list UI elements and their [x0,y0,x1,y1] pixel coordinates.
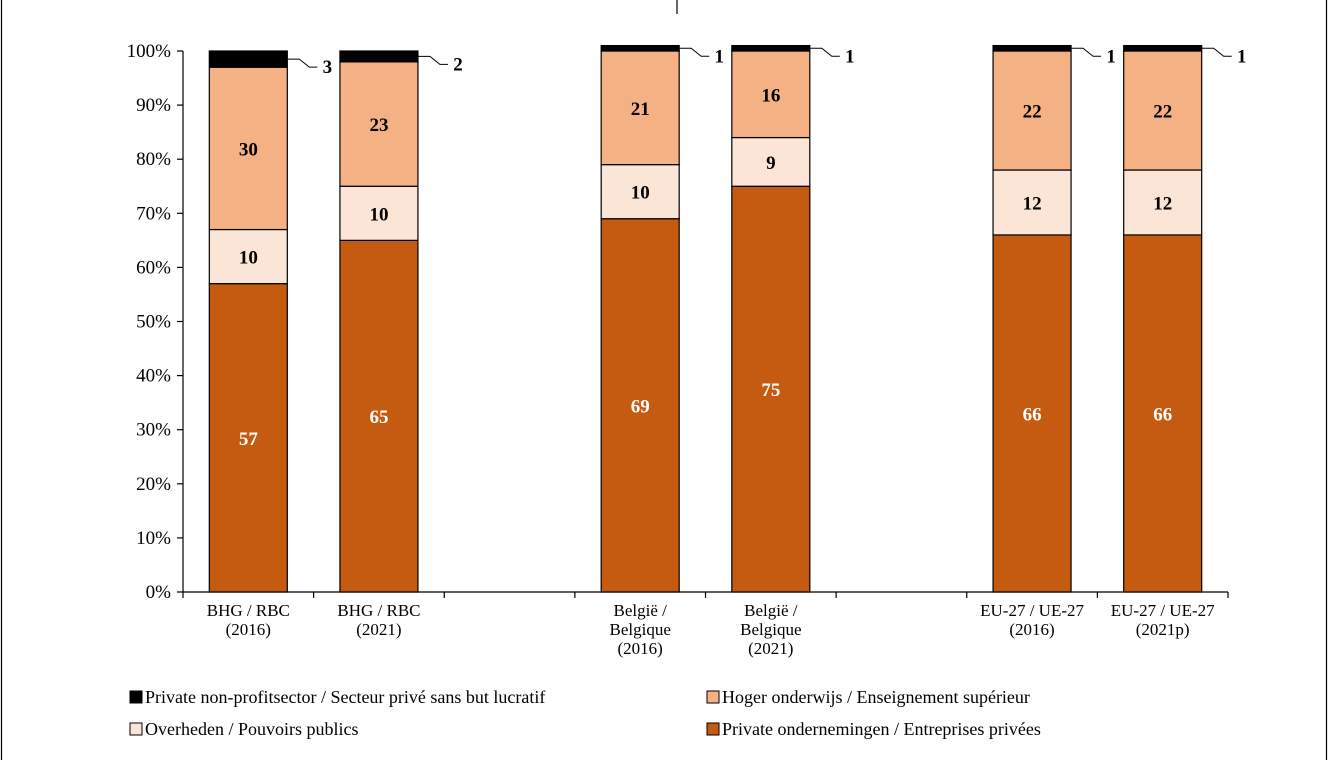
x-category-label-line: BHG / RBC [337,601,420,620]
x-category-label-line: België / [744,601,798,620]
bar-segment [731,50,811,139]
data-label: 30 [239,139,258,160]
data-label: 23 [369,115,388,136]
bar-segment [731,136,811,187]
bar-segment [992,44,1072,52]
data-label: 57 [239,429,259,450]
y-tick-label: 10% [136,528,171,549]
label-leader-line [679,47,710,57]
y-tick-label: 60% [136,257,171,278]
y-tick-label: 70% [136,203,171,224]
x-category-label-line: (2016) [1009,620,1054,639]
data-label: 66 [1023,404,1042,425]
data-label: 21 [631,99,650,120]
bar-segment [208,50,288,68]
data-label: 10 [631,183,650,204]
data-label: 1 [1106,46,1116,67]
x-category-label-line: (2016) [618,639,663,658]
bar-segment [600,164,680,220]
x-category-label: BHG / RBC (2021) [337,601,420,639]
data-label: 16 [761,85,780,106]
legend-label: Private ondernemingen / Entreprises priv… [722,719,1041,739]
data-label: 10 [369,204,388,225]
bar-segment [600,218,680,593]
data-label: 1 [1237,46,1247,67]
bar-segment [208,66,288,231]
legend-swatch [706,690,720,704]
x-category-label-line: BHG / RBC [207,601,290,620]
y-tick-label: 20% [136,474,171,495]
data-label: 22 [1023,102,1042,123]
x-category-label-line: (2021) [748,639,793,658]
y-tick-label: 100% [127,41,172,62]
legend-swatch [129,722,143,736]
bar-segment [1123,44,1203,52]
data-label: 1 [845,46,855,67]
x-category-label: België / Belgique (2021) [740,601,801,658]
data-label: 65 [369,407,388,428]
y-tick-label: 0% [146,582,172,603]
data-label: 9 [766,153,776,174]
bar-segment [600,50,680,166]
data-label: 66 [1153,404,1172,425]
x-category-label-line: (2016) [226,620,271,639]
plot-area: 0% 10% 20% 30% 40% 50% 60% 70% 80% 90% 100% 57 10 30 3… [127,41,1247,658]
y-tick-label: 40% [136,366,171,387]
label-leader-line [1201,47,1232,57]
bar-segment [731,44,811,52]
label-leader-line [287,58,318,68]
data-label: 22 [1153,102,1172,123]
x-category-label-line: EU-27 / UE-27 [980,601,1084,620]
bar-segment [339,50,419,63]
y-tick-label: 50% [136,312,171,333]
legend: Private non-profitsector / Secteur privé… [129,687,1041,739]
data-label: 10 [239,248,258,269]
data-label: 3 [323,57,333,78]
bar-segment [600,44,680,52]
x-category-label: BHG / RBC (2016) [207,601,290,639]
data-label: 2 [453,54,463,75]
bar-segment [731,185,811,593]
y-tick-label: 80% [136,149,171,170]
x-category-label-line: EU-27 / UE-27 [1111,601,1215,620]
legend-label: Hoger onderwijs / Enseignement supérieur [722,687,1030,707]
legend-label: Overheden / Pouvoirs publics [145,719,358,739]
label-leader-line [809,47,840,57]
data-label: 12 [1153,193,1172,214]
data-label: 1 [714,46,724,67]
legend-label: Private non-profitsector / Secteur privé… [145,687,545,707]
x-category-label-line: België / [614,601,668,620]
label-leader-line [1071,47,1102,57]
data-label: 75 [761,380,780,401]
x-category-label: EU-27 / UE-27 (2016) [980,601,1084,639]
legend-swatch [129,690,143,704]
bar-segment [992,234,1072,593]
y-tick-label: 30% [136,420,171,441]
legend-swatch [706,722,720,736]
y-tick-label: 90% [136,95,171,116]
x-category-label-line: Belgique [609,620,670,639]
bar-segment [992,50,1072,171]
bar-segment [992,169,1072,236]
bar-segment [339,239,419,593]
x-category-label-line: (2021p) [1136,620,1190,639]
bar-segment [1123,50,1203,171]
data-label: 69 [631,396,650,417]
x-category-label-line: (2021) [356,620,401,639]
bar-segment [1123,234,1203,593]
data-label: 12 [1023,193,1042,214]
x-category-label-line: Belgique [740,620,801,639]
bar-segment [339,185,419,241]
x-category-label: België / Belgique (2016) [609,601,670,658]
bar-segment [208,228,288,285]
x-category-label: EU-27 / UE-27 (2021p) [1111,601,1215,639]
label-leader-line [417,55,448,65]
